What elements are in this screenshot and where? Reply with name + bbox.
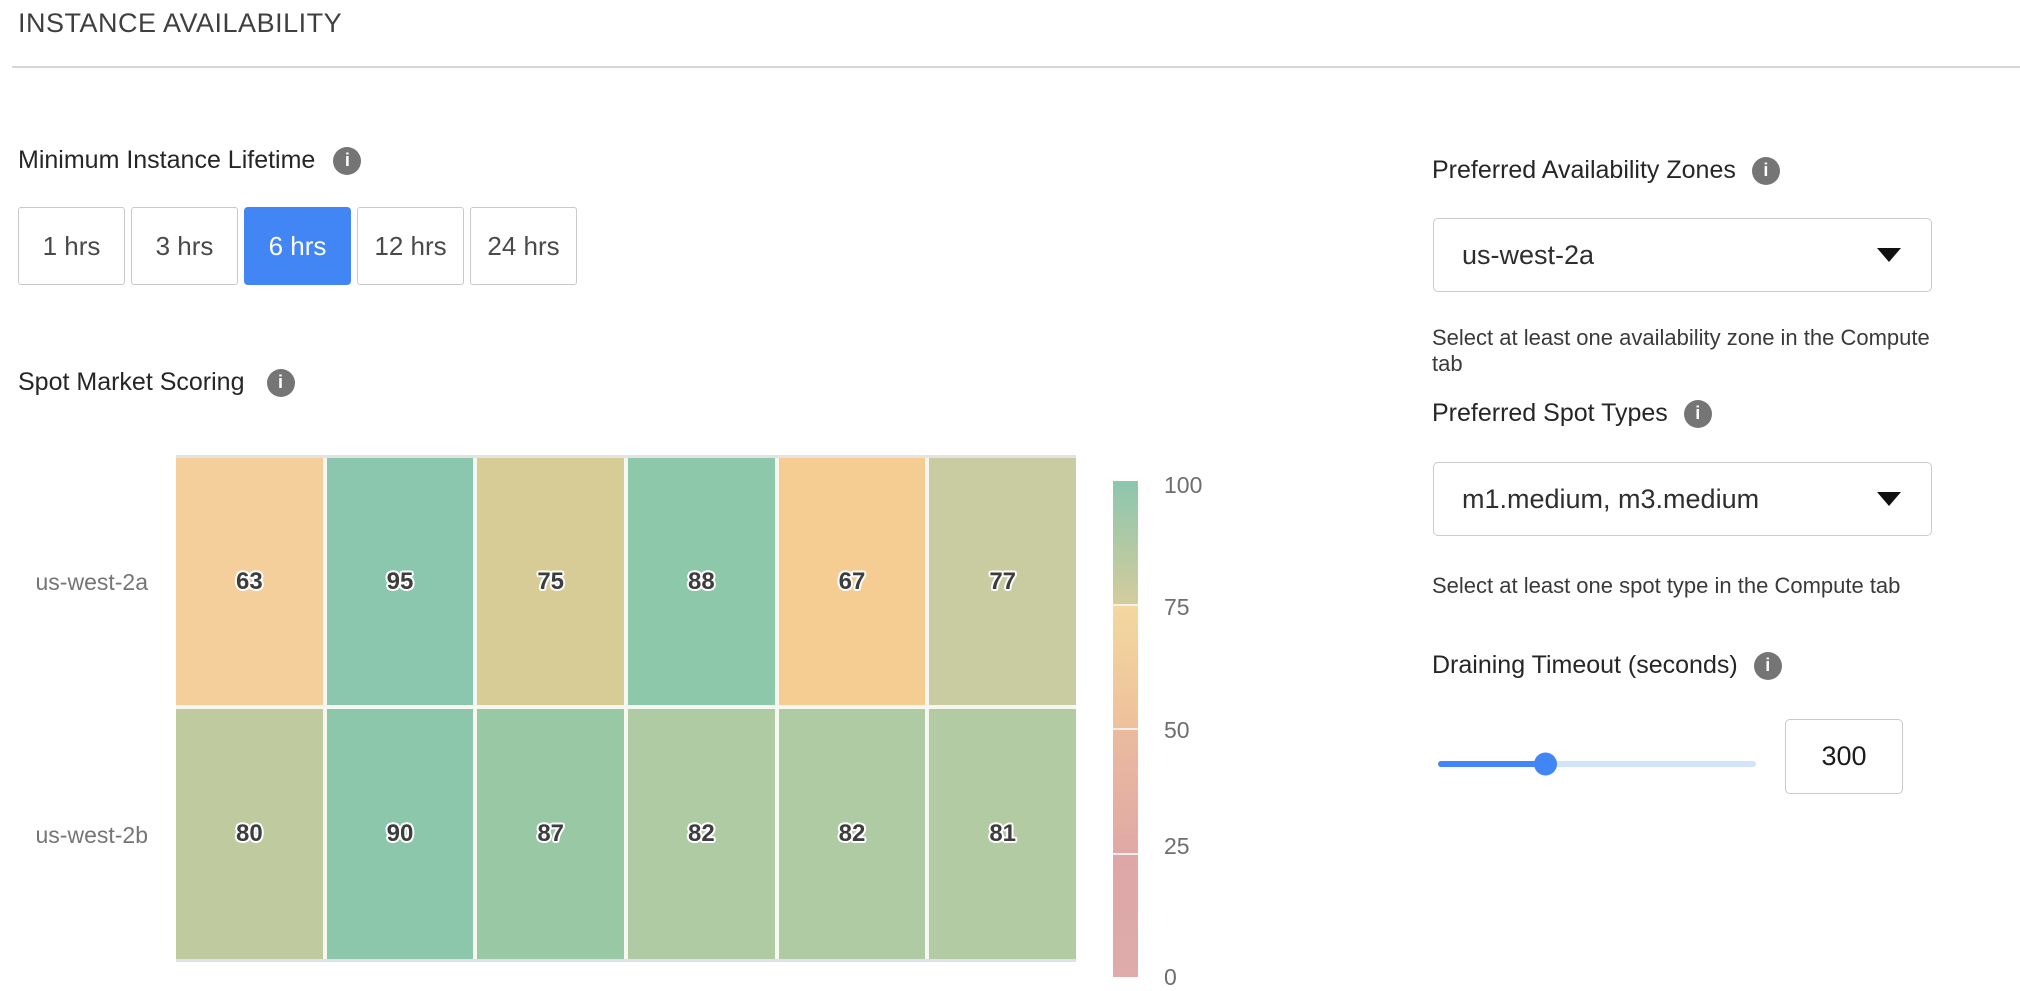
heatmap-cell: 63 [176, 458, 323, 705]
lifetime-option-3hrs[interactable]: 3 hrs [131, 207, 238, 285]
draining-timeout-slider[interactable] [1438, 752, 1756, 776]
spot-types-dropdown[interactable]: m1.medium, m3.medium [1433, 462, 1932, 536]
spot-market-scoring-field: Spot Market Scoring i [18, 368, 295, 397]
info-icon[interactable]: i [1753, 651, 1782, 680]
info-icon[interactable]: i [266, 368, 295, 397]
lifetime-button-group: 1 hrs 3 hrs 6 hrs 12 hrs 24 hrs [18, 207, 577, 285]
colorbar-tick-25: 25 [1164, 833, 1190, 859]
heatmap-cell: 67 [778, 458, 926, 705]
heatmap-grid: 63 95 75 88 67 77 80 90 87 82 82 81 [176, 458, 1076, 959]
heatmap-row-label-us-west-2b: us-west-2b [35, 822, 148, 848]
header-divider [12, 66, 2020, 68]
preferred-availability-zones-field: Preferred Availability Zones i [1432, 156, 1780, 185]
availability-zones-dropdown[interactable]: us-west-2a [1433, 218, 1932, 292]
availability-zones-helper: Select at least one availability zone in… [1432, 325, 1930, 376]
heatmap-cell: 82 [778, 709, 926, 959]
draining-timeout-input[interactable]: 300 [1785, 719, 1903, 794]
minimum-instance-lifetime-label: Minimum Instance Lifetime [18, 146, 316, 174]
colorbar-segment-50-25 [1113, 728, 1138, 853]
spot-market-scoring-heatmap: 63 95 75 88 67 77 80 90 87 82 82 81 [176, 455, 1076, 962]
info-icon[interactable]: i [1751, 156, 1780, 185]
chevron-down-icon [1877, 492, 1901, 506]
preferred-spot-types-label: Preferred Spot Types [1432, 399, 1668, 427]
availability-zones-dropdown-value: us-west-2a [1462, 239, 1595, 270]
spot-market-scoring-label: Spot Market Scoring [18, 368, 245, 396]
draining-timeout-label: Draining Timeout (seconds) [1432, 651, 1738, 679]
lifetime-option-12hrs[interactable]: 12 hrs [357, 207, 464, 285]
draining-timeout-value: 300 [1821, 741, 1867, 771]
draining-timeout-field: Draining Timeout (seconds) i [1432, 651, 1782, 680]
preferred-availability-zones-label: Preferred Availability Zones [1432, 156, 1736, 184]
heatmap-top-edge [176, 455, 1076, 458]
info-icon[interactable]: i [1683, 399, 1712, 428]
slider-thumb[interactable] [1534, 752, 1558, 776]
heatmap-cell: 87 [477, 709, 624, 959]
heatmap-colorbar [1113, 481, 1138, 977]
preferred-spot-types-field: Preferred Spot Types i [1432, 399, 1712, 428]
lifetime-option-6hrs[interactable]: 6 hrs [244, 207, 351, 285]
heatmap-row-label-us-west-2a: us-west-2a [35, 569, 148, 595]
slider-fill [1438, 752, 1558, 776]
right-settings-column: Preferred Availability Zones i us-west-2… [1432, 0, 1952, 982]
colorbar-segment-100-75 [1113, 481, 1138, 604]
colorbar-tick-0: 0 [1164, 964, 1177, 990]
heatmap-cell: 81 [929, 709, 1076, 959]
colorbar-segment-25-0 [1113, 852, 1138, 977]
lifetime-option-24hrs[interactable]: 24 hrs [470, 207, 577, 285]
heatmap-cell: 77 [929, 458, 1076, 705]
chevron-down-icon [1877, 248, 1901, 262]
page-title: INSTANCE AVAILABILITY [18, 8, 343, 38]
heatmap-cell: 80 [176, 709, 323, 959]
colorbar-tick-50: 50 [1164, 717, 1190, 743]
spot-types-dropdown-value: m1.medium, m3.medium [1462, 483, 1760, 514]
heatmap-cell: 90 [326, 709, 474, 959]
heatmap-bottom-edge [176, 959, 1076, 962]
heatmap-cell: 95 [326, 458, 474, 705]
minimum-instance-lifetime-field: Minimum Instance Lifetime i [18, 146, 362, 175]
colorbar-tick-75: 75 [1164, 594, 1190, 620]
spot-types-helper: Select at least one spot type in the Com… [1432, 573, 1901, 598]
colorbar-tick-100: 100 [1164, 472, 1203, 498]
heatmap-cell: 75 [477, 458, 624, 705]
heatmap-cell: 88 [628, 458, 775, 705]
lifetime-option-1hrs[interactable]: 1 hrs [18, 207, 125, 285]
colorbar-segment-75-50 [1113, 603, 1138, 728]
heatmap-cell: 82 [628, 709, 775, 959]
info-icon[interactable]: i [333, 146, 362, 175]
